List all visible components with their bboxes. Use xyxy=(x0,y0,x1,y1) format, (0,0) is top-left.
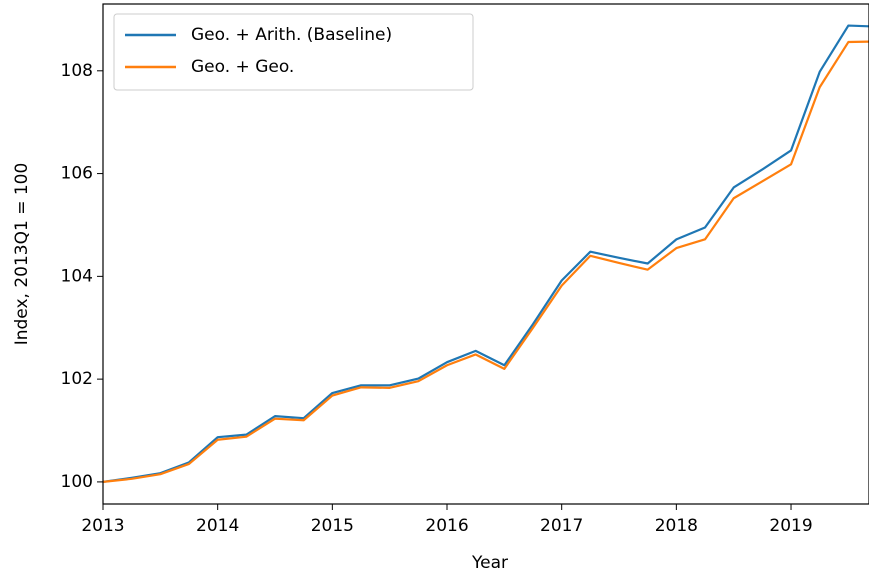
x-axis-label: Year xyxy=(471,553,508,573)
x-tick-label: 2016 xyxy=(425,516,468,536)
y-tick-label: 102 xyxy=(61,369,93,389)
series-line xyxy=(103,24,869,483)
x-tick-label: 2017 xyxy=(540,516,583,536)
legend-label: Geo. + Arith. (Baseline) xyxy=(191,25,392,45)
y-tick-label: 108 xyxy=(61,61,93,81)
x-tick-label: 2018 xyxy=(655,516,698,536)
legend-box xyxy=(113,13,474,91)
y-tick-label: 104 xyxy=(61,266,93,286)
y-axis-label: Index, 2013Q1 = 100 xyxy=(12,163,32,346)
legend-label: Geo. + Geo. xyxy=(191,57,294,77)
x-tick-label: 2015 xyxy=(311,516,354,536)
x-tick-label: 2019 xyxy=(769,516,812,536)
series-line xyxy=(103,40,869,483)
x-tick-label: 2013 xyxy=(81,516,124,536)
x-tick-label: 2014 xyxy=(196,516,239,536)
axes-frame xyxy=(102,3,869,505)
y-tick-label: 106 xyxy=(61,164,93,184)
y-tick-label: 100 xyxy=(61,472,93,492)
plot-area xyxy=(103,24,869,483)
